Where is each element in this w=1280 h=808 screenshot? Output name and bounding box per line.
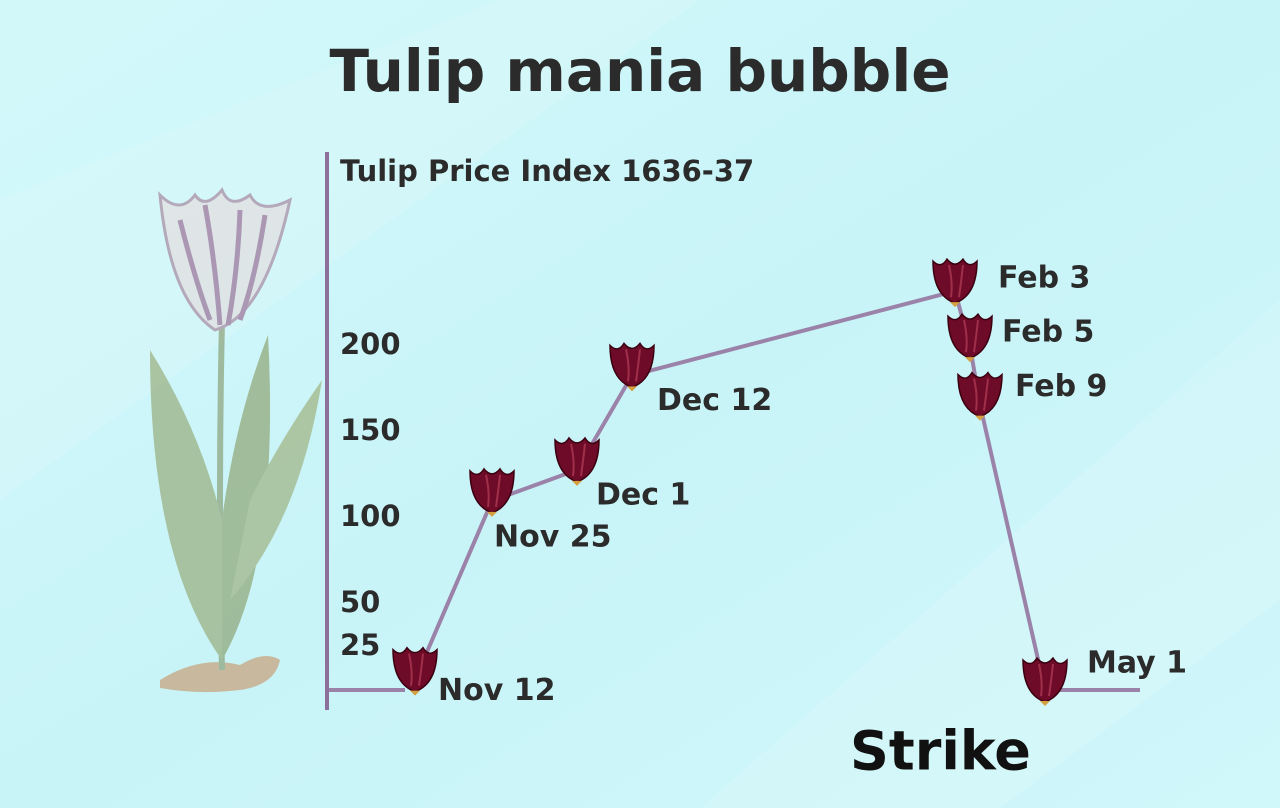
tulip-base [1040, 701, 1050, 706]
tulip-highlight [948, 264, 964, 298]
tulip-base [950, 302, 960, 308]
tulip-cup [947, 312, 993, 359]
chart-title: Tulip mania bubble [329, 37, 950, 105]
tulip-marker [554, 436, 600, 486]
tulip-cup [609, 342, 655, 389]
tulip-base [965, 357, 975, 363]
tulip-cup [392, 646, 438, 693]
point-label: Feb 5 [1002, 315, 1094, 350]
tulip-marker [609, 342, 655, 392]
point-label: Feb 3 [998, 261, 1090, 296]
tulip-marker [947, 312, 993, 363]
logo-text: Strike [850, 720, 1031, 783]
tulip-base [572, 480, 582, 486]
tulip-cup [932, 257, 978, 304]
y-tick-label: 25 [340, 628, 380, 662]
tulip-highlight [1038, 663, 1054, 697]
tulip-marker [469, 467, 515, 517]
tulip-illustration [150, 187, 322, 693]
tulip-marker [1022, 656, 1068, 706]
y-tick-label: 150 [340, 413, 401, 447]
axis-label: Tulip Price Index 1636-37 [340, 154, 754, 188]
tulip-cup [1022, 656, 1068, 703]
point-label: Nov 25 [494, 519, 611, 554]
tulip-cup [469, 467, 515, 514]
tulip-highlight [485, 474, 501, 508]
tulip-highlight [570, 443, 586, 477]
tulip-marker [957, 371, 1003, 421]
tulip-cup [554, 436, 600, 483]
point-label: May 1 [1087, 646, 1187, 681]
point-label: Dec 12 [657, 383, 772, 418]
tulip-highlight [973, 378, 989, 411]
logo: Strike [850, 720, 1031, 783]
tulip-base [975, 415, 985, 421]
tulip-highlight [963, 319, 979, 353]
point-label: Nov 12 [438, 673, 555, 708]
point-label: Feb 9 [1015, 369, 1107, 404]
tulip-base [627, 386, 637, 392]
tulip-highlight [408, 653, 424, 686]
tulip-base [487, 511, 497, 517]
tulip-base [410, 690, 420, 696]
tulip-marker [932, 257, 978, 308]
point-label: Dec 1 [596, 477, 690, 512]
y-tick-label: 50 [340, 585, 380, 619]
tulip-highlight [625, 349, 641, 382]
tulip-cup [957, 371, 1003, 418]
y-tick-label: 100 [340, 499, 401, 533]
background-stripe [700, 300, 1280, 808]
y-tick-label: 200 [340, 327, 401, 361]
background-stripe [0, 0, 700, 500]
tulip-marker [392, 646, 438, 696]
